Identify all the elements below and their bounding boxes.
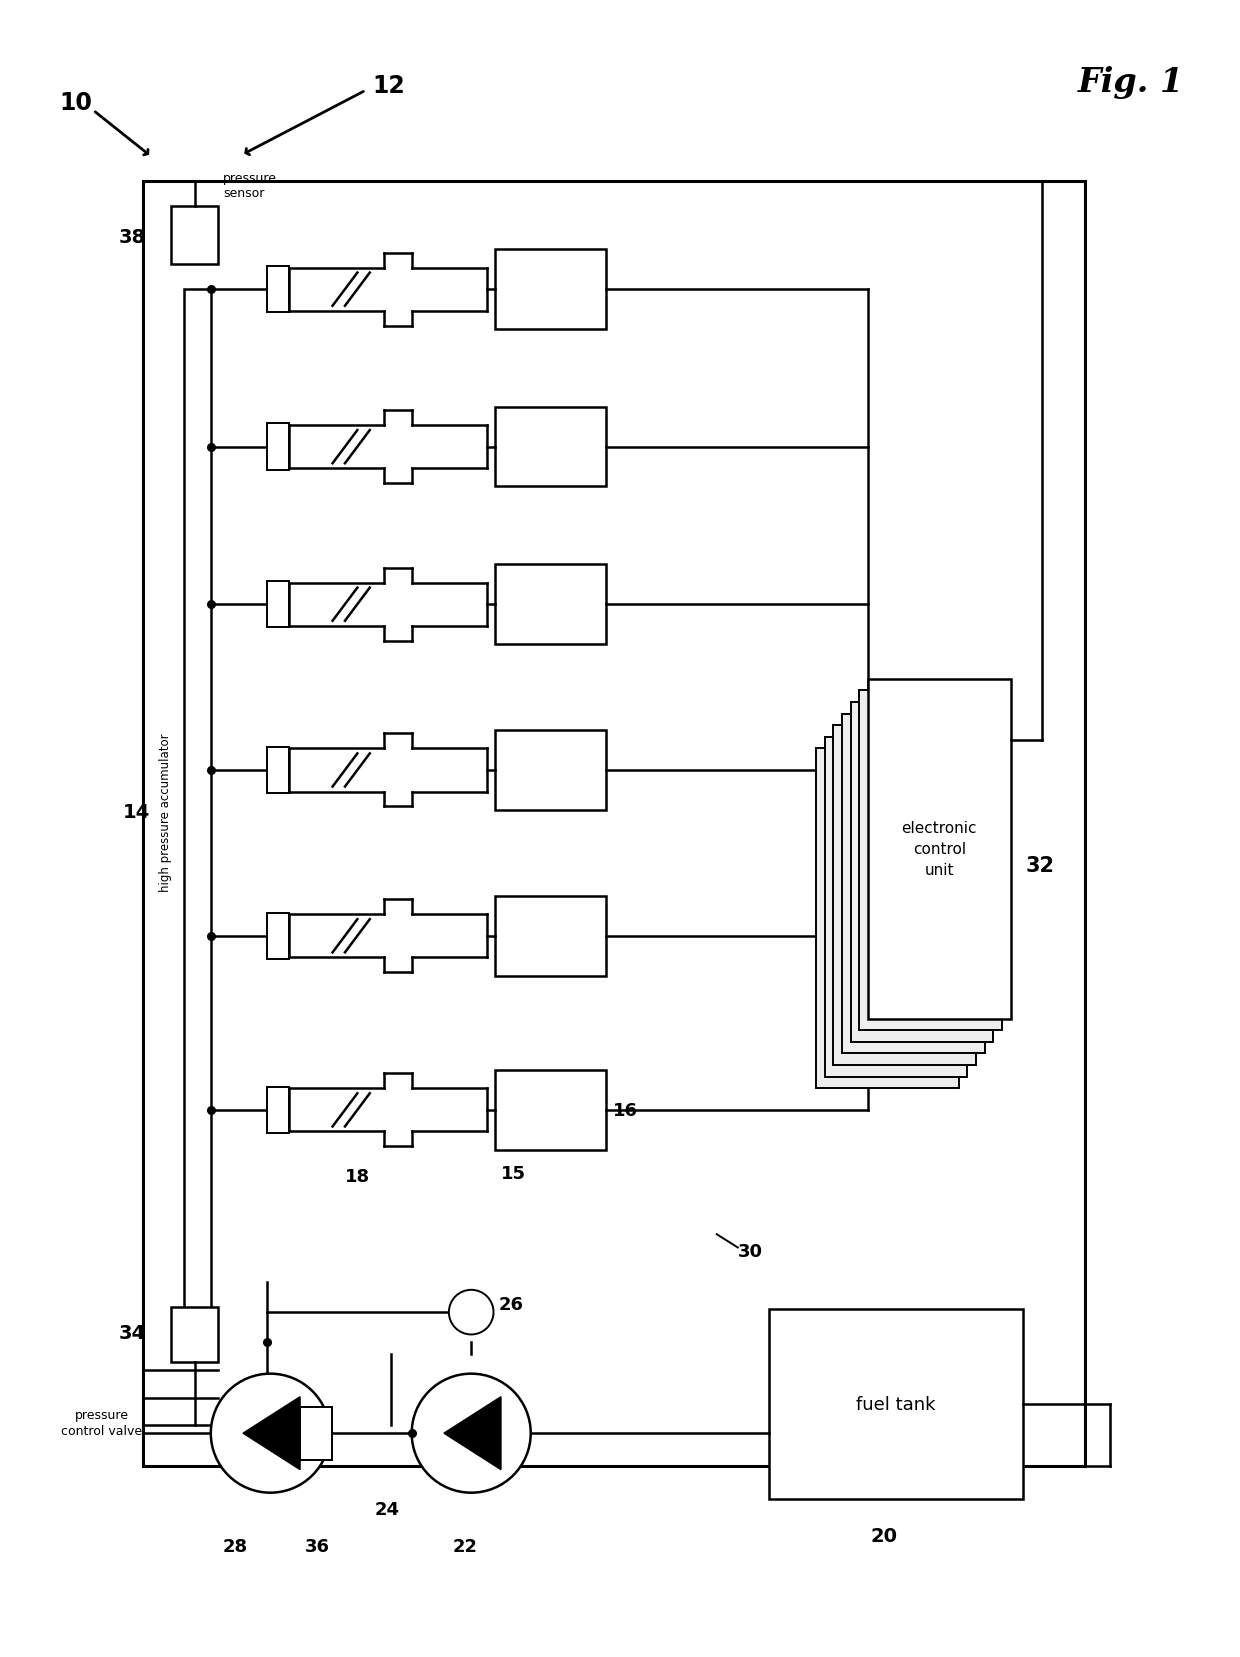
Text: 38: 38	[119, 227, 146, 247]
Text: 18: 18	[345, 1168, 370, 1185]
Bar	[825, 737, 967, 1077]
Bar	[171, 1307, 218, 1362]
Text: pressure
sensor: pressure sensor	[223, 172, 278, 199]
Bar	[859, 691, 1002, 1031]
Bar	[267, 267, 289, 313]
Text: pressure
control valve: pressure control valve	[61, 1408, 143, 1437]
Text: 12: 12	[372, 75, 404, 98]
Bar	[495, 1070, 606, 1150]
Text: 14: 14	[123, 802, 150, 822]
Bar	[769, 1309, 1023, 1500]
Text: 28: 28	[223, 1538, 248, 1554]
Text: 24: 24	[374, 1501, 399, 1518]
Bar	[816, 749, 959, 1089]
Bar	[184, 290, 211, 1350]
Bar	[868, 679, 1011, 1019]
Text: 32: 32	[1025, 855, 1054, 877]
Text: 15: 15	[501, 1165, 526, 1181]
Bar	[495, 408, 606, 487]
Bar	[833, 726, 976, 1065]
Circle shape	[211, 1374, 330, 1493]
Bar	[267, 424, 289, 471]
Polygon shape	[444, 1397, 501, 1470]
Bar	[495, 731, 606, 810]
Bar	[300, 1407, 332, 1460]
Text: 10: 10	[60, 91, 93, 114]
Bar	[267, 582, 289, 628]
Bar	[171, 207, 218, 265]
Bar	[143, 182, 1085, 1466]
Bar	[495, 565, 606, 645]
Text: 26: 26	[498, 1296, 523, 1312]
Text: electronic
control
unit: electronic control unit	[901, 820, 977, 878]
Text: high pressure accumulator: high pressure accumulator	[159, 732, 171, 891]
Circle shape	[412, 1374, 531, 1493]
Text: 22: 22	[453, 1538, 477, 1554]
Text: 34: 34	[119, 1322, 146, 1342]
Polygon shape	[243, 1397, 300, 1470]
Bar	[495, 250, 606, 330]
Bar	[267, 747, 289, 794]
Bar	[267, 913, 289, 959]
Bar	[842, 714, 985, 1054]
Text: 16: 16	[613, 1102, 637, 1118]
Text: fuel tank: fuel tank	[856, 1395, 936, 1413]
Text: Fig. 1: Fig. 1	[1078, 66, 1184, 99]
Text: 30: 30	[738, 1243, 763, 1259]
Text: 20: 20	[870, 1526, 897, 1546]
Bar	[495, 896, 606, 976]
Bar	[851, 703, 993, 1042]
Text: 36: 36	[305, 1538, 330, 1554]
Circle shape	[449, 1291, 494, 1334]
Bar	[267, 1087, 289, 1133]
